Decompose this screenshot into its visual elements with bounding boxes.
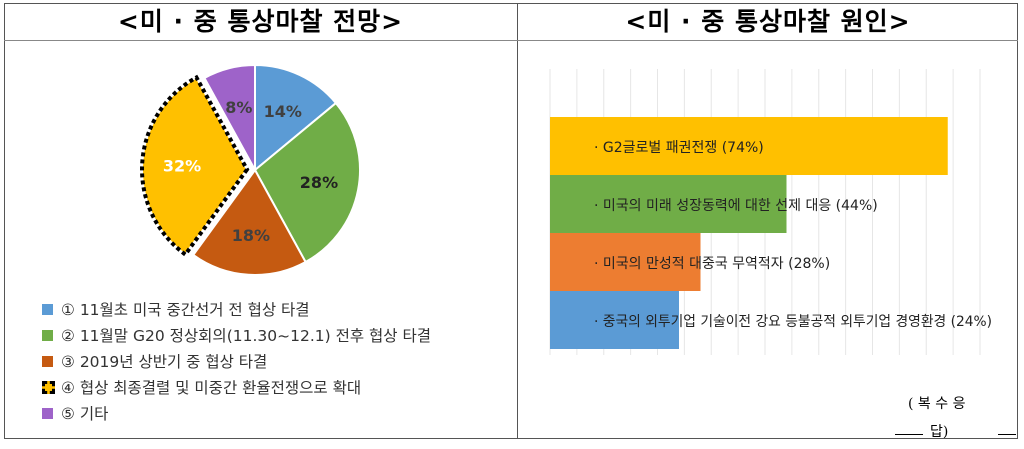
note-rule-right [998, 434, 1016, 435]
legend-label-4: ④ 협상 최종결렬 및 미중간 환율전쟁으로 확대 [61, 379, 362, 397]
bar-label-3: · 미국의 만성적 대중국 무역적자 (28%) [594, 256, 830, 272]
legend-swatch-1 [42, 303, 53, 315]
legend-label-2: ② 11월말 G20 정상회의(11.30~12.1) 전후 협상 타결 [61, 327, 432, 345]
bar-label-1: · G2글로벌 패권전쟁 (74%) [594, 140, 764, 156]
legend-label-5: ⑤ 기타 [61, 405, 109, 423]
note-rule-left [895, 434, 923, 435]
pie-slice-1 [254, 63, 338, 173]
pie-slice-3 [191, 168, 307, 276]
legend-item-4: ④ 협상 최종결렬 및 미중간 환율전쟁으로 확대 [42, 374, 431, 400]
bar-1 [550, 117, 948, 175]
pie-data-label-4: 32% [163, 156, 201, 175]
pie-data-label-5: 8% [225, 98, 252, 117]
legend-item-1: ① 11월초 미국 중간선거 전 협상 타결 [42, 296, 431, 322]
legend-item-3: ③ 2019년 상반기 중 협상 타결 [42, 348, 431, 374]
legend-item-2: ② 11월말 G20 정상회의(11.30~12.1) 전후 협상 타결 [42, 322, 431, 348]
note-line2: 답) [930, 424, 949, 440]
bar-chart-title: <미 · 중 통상마찰 원인> [625, 7, 911, 36]
pie-chart-title: <미 · 중 통상마찰 전망> [117, 7, 404, 36]
pie-slice-2 [253, 101, 361, 264]
bar-label-4: · 중국의 외투기업 기술이전 강요 등불공적 외투기업 경영환경 (24%) [594, 314, 992, 330]
legend-swatch-5 [42, 407, 53, 419]
bar-label-2: · 미국의 미래 성장동력에 대한 선제 대응 (44%) [594, 198, 878, 214]
pie-slice-5 [203, 63, 256, 171]
bar-3 [550, 233, 701, 291]
legend-swatch-3 [42, 355, 53, 367]
legend-item-5: ⑤ 기타 [42, 400, 431, 426]
legend-swatch-4 [42, 380, 55, 394]
pie-chart: 14% 28% 18% 32% 8% [140, 63, 361, 276]
figure-frame [4, 3, 1018, 439]
pie-data-label-2: 28% [300, 173, 338, 192]
pie-data-label-1: 14% [264, 102, 302, 121]
panel-divider [517, 3, 518, 439]
title-divider [4, 40, 1018, 41]
legend-swatch-2 [42, 329, 53, 341]
legend-label-3: ③ 2019년 상반기 중 협상 타결 [61, 353, 268, 371]
note-line1: ( 복 수 응 [908, 396, 966, 412]
bar-2 [550, 175, 787, 233]
bar-chart: · G2글로벌 패권전쟁 (74%) · 미국의 미래 성장동력에 대한 선제 대… [549, 69, 992, 355]
pie-data-label-3: 18% [232, 226, 270, 245]
bar-4 [550, 291, 679, 349]
pie-slice-highlight-outline [140, 74, 250, 258]
legend-label-1: ① 11월초 미국 중간선거 전 협상 타결 [61, 301, 310, 319]
pie-legend: ① 11월초 미국 중간선거 전 협상 타결 ② 11월말 G20 정상회의(11… [42, 296, 431, 426]
